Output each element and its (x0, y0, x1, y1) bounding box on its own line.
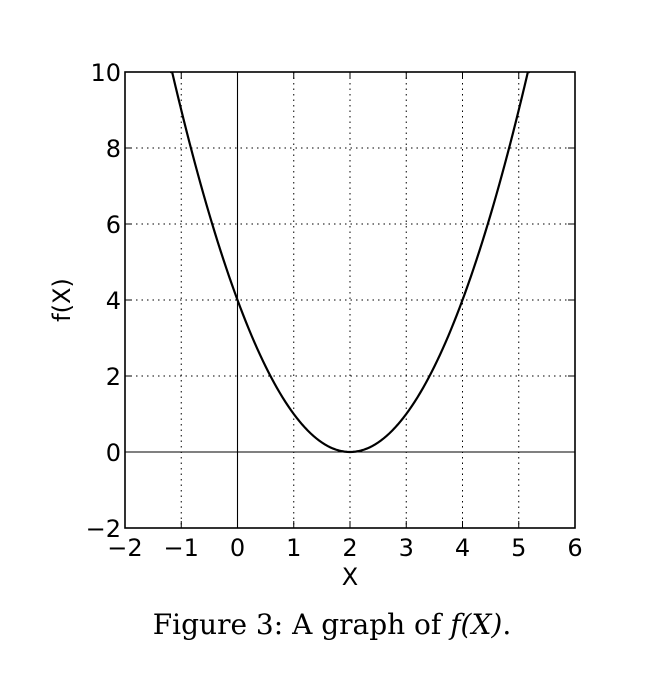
y-tick-label: 0 (106, 439, 121, 467)
x-tick-label: 6 (567, 534, 582, 562)
y-axis-label: f(X) (48, 278, 76, 322)
caption-suffix: . (502, 608, 512, 641)
y-tick-label: 2 (106, 363, 121, 391)
y-tick-label: 6 (106, 211, 121, 239)
y-tick-label: 8 (106, 135, 121, 163)
series-line (170, 72, 530, 454)
caption-math: f(X) (450, 608, 503, 641)
x-tick-label: 4 (455, 534, 470, 562)
grid (125, 72, 575, 528)
x-axis-label: X (342, 563, 358, 591)
figure-caption: Figure 3: A graph of f(X). (0, 608, 664, 641)
x-tick-label: 2 (342, 534, 357, 562)
y-tick-label: 10 (90, 59, 121, 87)
y-tick-label: −2 (86, 515, 121, 543)
x-tick-label: 0 (230, 534, 245, 562)
y-tick-label: 4 (106, 287, 121, 315)
chart: −2 −1 0 1 2 3 4 5 6 −2 0 2 4 6 8 10 X f(X) (48, 59, 583, 591)
series-layer (170, 72, 530, 454)
x-tick-label: −1 (164, 534, 199, 562)
x-tick-label: −2 (107, 534, 142, 562)
ticks (124, 71, 576, 529)
caption-prefix: Figure 3: A graph of (152, 608, 451, 641)
tick-labels: −2 −1 0 1 2 3 4 5 6 −2 0 2 4 6 8 10 (86, 59, 583, 562)
x-tick-label: 5 (511, 534, 526, 562)
x-tick-label: 3 (399, 534, 414, 562)
x-tick-label: 1 (286, 534, 301, 562)
